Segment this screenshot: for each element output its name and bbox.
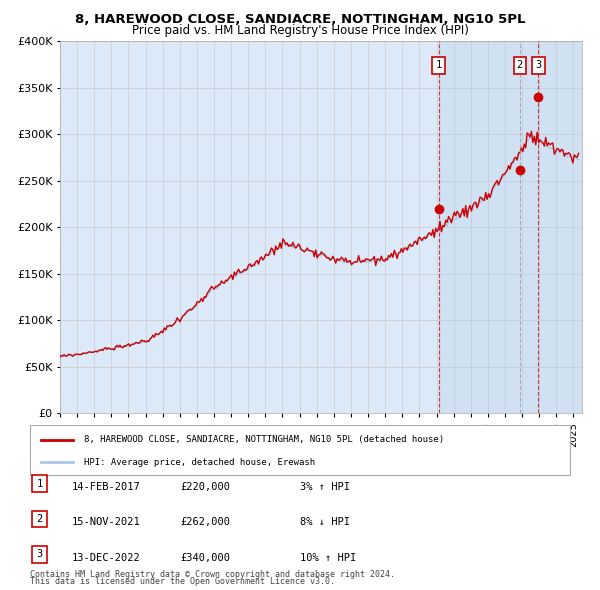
Text: 3: 3 xyxy=(37,549,43,559)
Text: 8, HAREWOOD CLOSE, SANDIACRE, NOTTINGHAM, NG10 5PL (detached house): 8, HAREWOOD CLOSE, SANDIACRE, NOTTINGHAM… xyxy=(84,435,444,444)
Text: £340,000: £340,000 xyxy=(180,553,230,562)
Text: 15-NOV-2021: 15-NOV-2021 xyxy=(72,517,141,527)
Text: 10% ↑ HPI: 10% ↑ HPI xyxy=(300,553,356,562)
Text: 8, HAREWOOD CLOSE, SANDIACRE, NOTTINGHAM, NG10 5PL: 8, HAREWOOD CLOSE, SANDIACRE, NOTTINGHAM… xyxy=(75,13,525,26)
Text: Contains HM Land Registry data © Crown copyright and database right 2024.: Contains HM Land Registry data © Crown c… xyxy=(30,570,395,579)
Text: 2: 2 xyxy=(517,60,523,70)
FancyBboxPatch shape xyxy=(32,546,47,563)
FancyBboxPatch shape xyxy=(30,425,570,475)
Text: 3: 3 xyxy=(535,60,541,70)
FancyBboxPatch shape xyxy=(32,510,47,527)
Text: 1: 1 xyxy=(436,60,442,70)
Text: £220,000: £220,000 xyxy=(180,482,230,491)
Text: 3% ↑ HPI: 3% ↑ HPI xyxy=(300,482,350,491)
Text: HPI: Average price, detached house, Erewash: HPI: Average price, detached house, Erew… xyxy=(84,458,315,467)
FancyBboxPatch shape xyxy=(32,476,47,492)
Text: This data is licensed under the Open Government Licence v3.0.: This data is licensed under the Open Gov… xyxy=(30,577,335,586)
Text: 13-DEC-2022: 13-DEC-2022 xyxy=(72,553,141,562)
Bar xyxy=(439,41,582,413)
Text: £262,000: £262,000 xyxy=(180,517,230,527)
Text: Price paid vs. HM Land Registry's House Price Index (HPI): Price paid vs. HM Land Registry's House … xyxy=(131,24,469,37)
Text: 8% ↓ HPI: 8% ↓ HPI xyxy=(300,517,350,527)
Text: 1: 1 xyxy=(37,478,43,489)
Text: 2: 2 xyxy=(37,514,43,524)
Text: 14-FEB-2017: 14-FEB-2017 xyxy=(72,482,141,491)
